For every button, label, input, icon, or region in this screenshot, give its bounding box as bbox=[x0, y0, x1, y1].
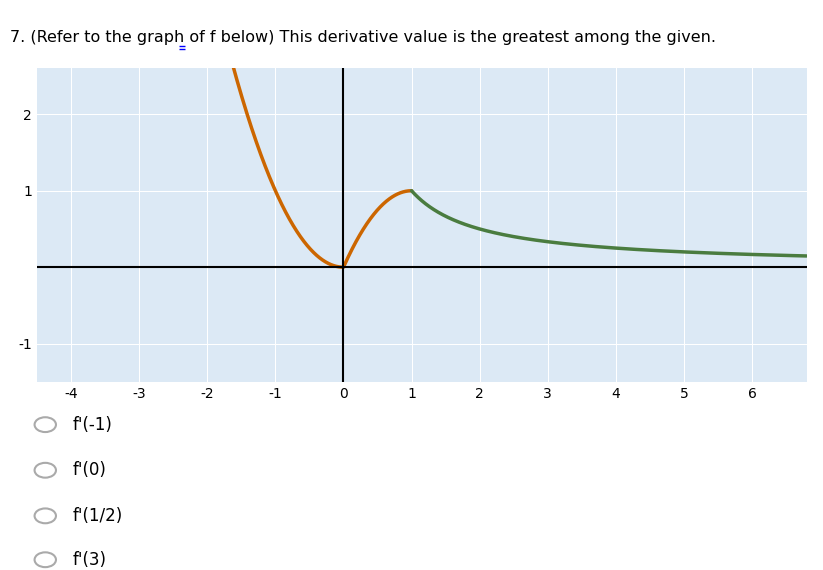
Text: 7. (Refer to the graph of f below) This derivative value is the greatest among t: 7. (Refer to the graph of f below) This … bbox=[10, 30, 716, 44]
Text: f'(3): f'(3) bbox=[72, 551, 106, 569]
Text: f'(1/2): f'(1/2) bbox=[72, 507, 123, 525]
Text: f'(0): f'(0) bbox=[72, 461, 106, 479]
Text: f'(-1): f'(-1) bbox=[72, 416, 112, 434]
